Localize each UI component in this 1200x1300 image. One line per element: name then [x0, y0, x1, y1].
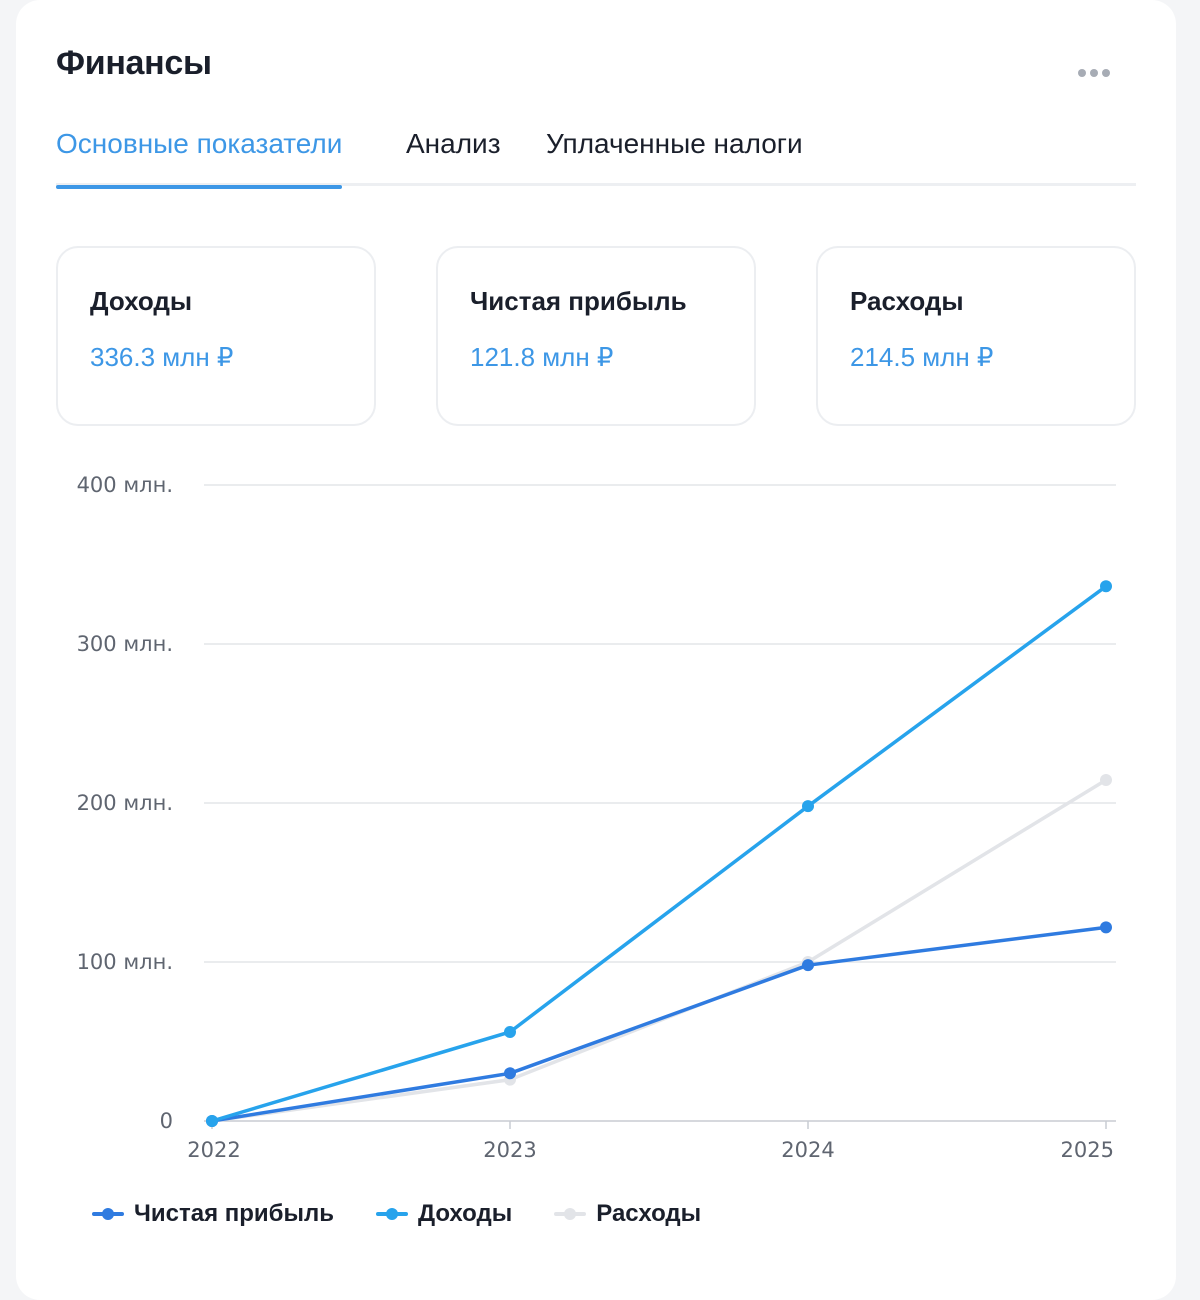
legend-label: Чистая прибыль	[134, 1200, 334, 1227]
y-tick-label: 400 млн.	[77, 473, 173, 497]
legend-swatch	[375, 1208, 408, 1220]
y-tick-label: 0	[160, 1109, 173, 1133]
data-point[interactable]	[802, 800, 814, 813]
chart-legend: Чистая прибыль Доходы Расходы	[92, 1196, 743, 1232]
more-horizontal-icon	[1078, 69, 1110, 77]
data-point[interactable]	[504, 1025, 516, 1038]
tab-paid-taxes[interactable]: Уплаченные налоги	[546, 128, 803, 159]
x-tick-label: 2024	[781, 1138, 834, 1162]
kpi-card-expenses[interactable]: Расходы 214.5 млн ₽	[816, 246, 1136, 426]
legend-swatch	[92, 1208, 124, 1220]
data-point[interactable]	[504, 1067, 516, 1080]
tab-main-indicators[interactable]: Основные показатели	[56, 128, 343, 189]
finance-card: Финансы Основные показатели Анализ Уплач…	[16, 0, 1176, 1300]
tab-bar: Основные показатели Анализ Уплаченные на…	[56, 128, 1136, 189]
y-tick-label: 200 млн.	[77, 791, 173, 815]
legend-label: Доходы	[417, 1200, 513, 1227]
kpi-value: 214.5 млн ₽	[850, 342, 994, 372]
kpi-card-income[interactable]: Доходы 336.3 млн ₽	[56, 246, 376, 426]
finance-line-chart: 0 100 млн. 200 млн. 300 млн. 400 млн. 2022 20…	[77, 473, 1116, 1162]
x-tick-label: 2023	[483, 1138, 536, 1162]
card-title: Финансы	[56, 44, 212, 82]
kpi-label: Расходы	[850, 286, 964, 316]
data-point[interactable]	[802, 959, 814, 972]
kpi-card-net-profit[interactable]: Чистая прибыль 121.8 млн ₽	[436, 246, 756, 426]
kpi-label: Чистая прибыль	[470, 286, 687, 316]
legend-item-expenses[interactable]: Расходы	[554, 1200, 701, 1228]
data-point[interactable]	[1100, 580, 1112, 593]
more-options-button[interactable]	[1074, 60, 1114, 86]
series-line	[210, 925, 1108, 1123]
legend-item-net-profit[interactable]: Чистая прибыль	[92, 1200, 334, 1228]
kpi-value: 121.8 млн ₽	[470, 342, 614, 372]
data-point[interactable]	[1100, 921, 1112, 934]
series-line	[210, 584, 1108, 1123]
x-tick-label: 2022	[187, 1138, 240, 1162]
tab-analysis[interactable]: Анализ	[406, 128, 501, 159]
kpi-value: 336.3 млн ₽	[90, 342, 234, 372]
legend-item-income[interactable]: Доходы	[375, 1200, 513, 1228]
x-tick-label: 2025	[1061, 1138, 1114, 1162]
y-tick-label: 100 млн.	[77, 950, 173, 974]
kpi-label: Доходы	[90, 286, 193, 316]
data-point[interactable]	[206, 1115, 218, 1127]
legend-label: Расходы	[596, 1200, 702, 1227]
data-point[interactable]	[1100, 773, 1112, 786]
y-tick-label: 300 млн.	[77, 632, 173, 656]
legend-swatch	[554, 1208, 587, 1220]
series-line	[210, 778, 1108, 1123]
